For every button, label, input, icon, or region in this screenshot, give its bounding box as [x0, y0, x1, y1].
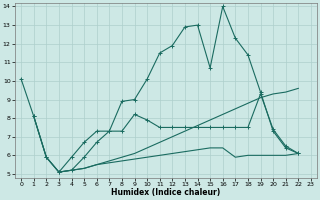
X-axis label: Humidex (Indice chaleur): Humidex (Indice chaleur)	[111, 188, 221, 197]
